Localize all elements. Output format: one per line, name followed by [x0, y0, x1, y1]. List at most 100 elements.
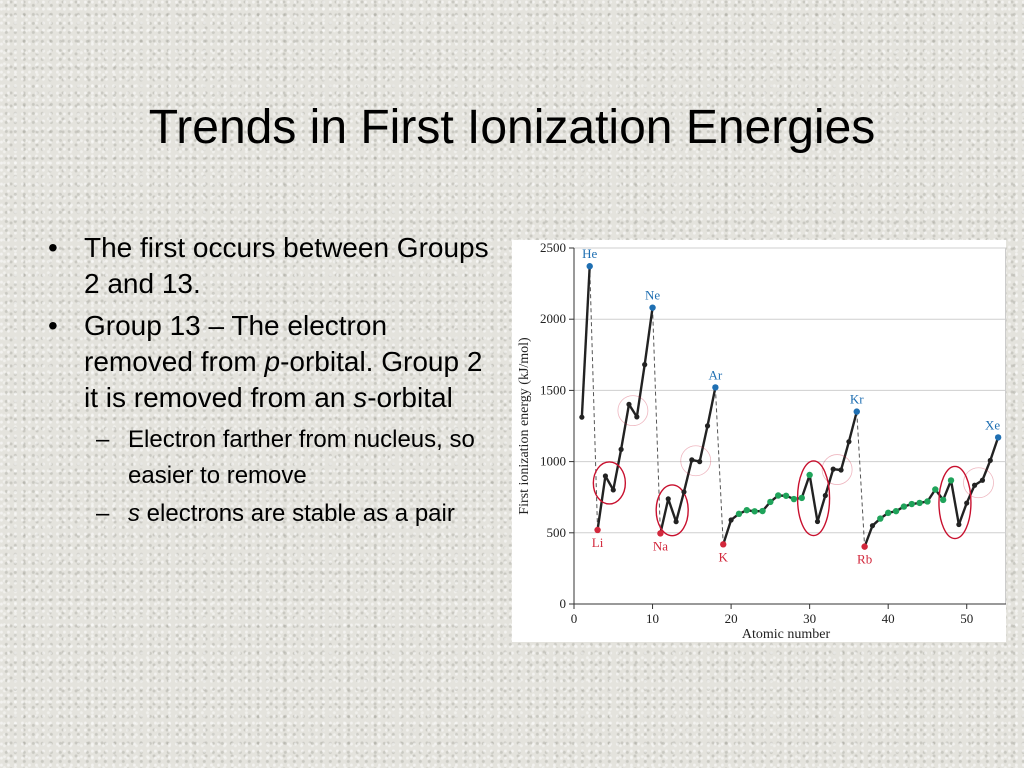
data-point [924, 498, 931, 505]
series-segment [635, 364, 646, 418]
data-point [908, 500, 915, 508]
bullet-list: The first occurs between Groups 2 and 13… [44, 230, 494, 538]
data-point [798, 494, 805, 502]
series-segment [619, 404, 631, 450]
element-label-he: He [582, 246, 597, 261]
data-point [697, 459, 703, 465]
italic-text: p [264, 346, 281, 377]
bullet-text: -orbital [367, 382, 453, 413]
series-segment [989, 437, 1000, 461]
chart-svg: 0 500 1000 1500 2000 2500 0 10 20 30 40 50 Atomic nu… [517, 240, 1006, 642]
data-point [665, 496, 671, 502]
element-label-li: Li [592, 535, 604, 550]
data-point [782, 492, 790, 499]
data-point [712, 384, 719, 391]
data-point [971, 482, 978, 488]
series-segment [981, 460, 992, 481]
y-tick-label: 500 [547, 525, 567, 540]
data-point [767, 498, 774, 506]
x-axis-label: Atomic number [742, 627, 831, 642]
data-point [720, 541, 727, 548]
sub-bullet-item-2: s electrons are stable as a pair [84, 496, 494, 532]
data-point [649, 304, 656, 311]
faint-highlight-circle [963, 467, 994, 499]
highlight-circle [592, 461, 627, 505]
bullet-text: -orbital. Group 2 it is removed from an [84, 346, 483, 413]
series-segment [942, 479, 953, 501]
series-segment [674, 491, 686, 522]
series-segment [722, 519, 733, 545]
noble-gas-drop [714, 387, 724, 545]
bullet-item-1: The first occurs between Groups 2 and 13… [44, 230, 494, 302]
data-point [869, 523, 876, 529]
bullet-text: The first occurs between Groups 2 and 13… [84, 232, 489, 299]
data-point [626, 401, 632, 407]
data-point [994, 434, 1002, 441]
italic-text: s [353, 382, 368, 413]
italic-text: s [128, 500, 140, 527]
element-label-k: K [719, 549, 729, 564]
bullet-text: Group 13 – The electron removed from [84, 310, 388, 377]
data-point [932, 486, 939, 493]
highlight-circle [655, 484, 689, 537]
series-segment [824, 468, 835, 496]
data-point [987, 457, 993, 464]
element-label-ar: Ar [709, 367, 723, 382]
highlight-circle [796, 460, 831, 537]
plot-area [573, 247, 1006, 605]
data-point [681, 489, 687, 495]
noble-gas-drop [652, 307, 661, 534]
data-point [751, 508, 758, 515]
element-label-na: Na [653, 538, 668, 553]
noble-gas-drop [589, 266, 599, 530]
x-tick-label: 0 [571, 611, 578, 626]
sub-bullet-list: Electron farther from nucleus, so easier… [84, 422, 494, 532]
data-point [586, 263, 593, 270]
x-tick-label: 30 [803, 611, 816, 626]
data-point [877, 515, 884, 522]
element-label-rb: Rb [857, 552, 872, 567]
bullet-text: electrons are stable as a pair [140, 500, 455, 527]
y-tick-label: 1500 [540, 382, 566, 397]
data-point [759, 507, 766, 515]
data-point [822, 492, 828, 499]
ionization-energy-chart: 0 500 1000 1500 2000 2500 0 10 20 30 40 50 Atomic nu… [512, 240, 1006, 642]
faint-highlight-circle [680, 445, 712, 477]
data-point [838, 467, 844, 473]
data-point [790, 495, 798, 503]
sub-bullet-item-1: Electron farther from nucleus, so easier… [84, 422, 494, 494]
faint-highlight-circle [821, 454, 853, 485]
slide-title: Trends in First Ionization Energies [148, 101, 876, 154]
bullet-item-2: Group 13 – The electron removed from p-o… [44, 308, 494, 532]
y-tick-label: 2000 [540, 311, 566, 326]
data-point [900, 503, 908, 510]
series-segment [863, 525, 874, 548]
series-segment [706, 387, 717, 427]
data-point [947, 477, 955, 484]
highlight-circle [938, 465, 972, 540]
data-point [610, 487, 616, 493]
data-point [956, 521, 962, 528]
data-point [814, 518, 821, 525]
series-segment [580, 266, 591, 418]
data-point [861, 543, 868, 550]
series-segment [800, 474, 811, 499]
data-point [916, 499, 923, 507]
series-segment [698, 425, 709, 462]
data-point [830, 466, 836, 472]
data-point [964, 500, 970, 506]
data-point [634, 414, 640, 420]
y-tick-label: 2500 [540, 240, 566, 255]
data-point [775, 492, 782, 499]
faint-highlight-circle [617, 395, 649, 427]
y-axis-label: First ionization energy (kJ/mol) [517, 337, 532, 515]
data-point [806, 471, 813, 479]
series-segment [808, 474, 819, 522]
data-point [689, 457, 695, 463]
series-segment [682, 459, 693, 493]
data-point [618, 446, 624, 452]
data-point [728, 517, 734, 523]
data-point [743, 506, 750, 514]
data-point [704, 423, 711, 429]
x-tick-label: 50 [960, 611, 973, 626]
